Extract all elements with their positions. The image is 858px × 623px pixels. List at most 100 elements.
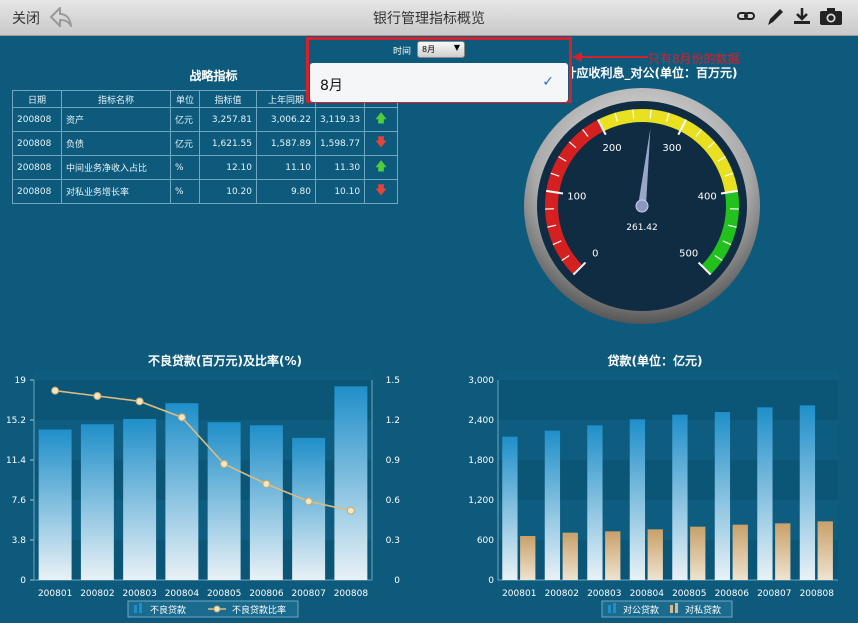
npl-chart: 0 3.8 7.6 11.4 15.2 19 0 0.3 0.6 0.9 1.2 1.5 200801 2… <box>6 370 401 618</box>
annotation-arrow-icon <box>572 52 648 62</box>
gauge-tick <box>550 172 560 177</box>
gauge-tick <box>665 112 670 122</box>
checkmark-icon: ✓ <box>542 74 554 90</box>
cell-value: 1,621.55 <box>199 131 257 156</box>
camera-icon[interactable] <box>819 6 843 26</box>
legend-label: 不良贷款 <box>150 604 186 616</box>
cell-last-year: 9.80 <box>256 179 316 204</box>
gauge-tick <box>558 156 567 162</box>
gauge-tick <box>717 156 726 162</box>
gauge-tick <box>547 224 557 228</box>
corp-loan-bar <box>714 412 731 580</box>
npl-bar <box>207 422 241 580</box>
gauge-tick <box>677 119 687 136</box>
cell-name: 中间业务净收入占比 <box>61 155 171 180</box>
download-icon[interactable] <box>792 6 812 26</box>
time-filter-dropdown: 时间 8月 ▼ 8月 ✓ <box>306 37 572 103</box>
npl-bar <box>334 386 368 580</box>
y-tick-label: 3,000 <box>468 376 494 386</box>
grid-band <box>498 370 838 380</box>
npl-ratio-point <box>220 460 229 468</box>
y-right-tick-label: 0.6 <box>386 496 401 506</box>
legend-label: 对公贷款 <box>623 604 659 616</box>
indicators-title: 战略指标 <box>189 69 238 83</box>
close-button[interactable]: 关闭 <box>12 11 40 27</box>
gauge-tick <box>720 189 738 195</box>
retail-loan-bar <box>817 521 833 580</box>
chevron-down-icon: ▼ <box>453 43 460 52</box>
cell-extra: 10.10 <box>314 179 366 204</box>
link-icon[interactable] <box>736 6 756 26</box>
cell-date: 200808 <box>12 131 62 156</box>
gauge-tick-label: 0 <box>592 249 598 260</box>
column-header: 单位 <box>170 90 200 108</box>
gauge-tick <box>649 109 652 119</box>
gauge-tick <box>597 119 607 136</box>
npl-ratio-line <box>55 389 352 512</box>
cell-name: 对私业务增长率 <box>61 179 171 204</box>
cell-last-year: 1,587.89 <box>256 131 316 156</box>
legend-box <box>601 600 733 618</box>
x-tick-label: 200807 <box>757 589 791 599</box>
y-left-tick-label: 15.2 <box>6 416 26 426</box>
option-august[interactable]: 8月 <box>320 78 343 94</box>
time-filter-select[interactable]: 8月 ▼ <box>417 41 465 58</box>
cell-unit: % <box>170 155 200 180</box>
gauge-tick <box>552 240 562 246</box>
cell-last-year: 11.10 <box>256 155 316 180</box>
x-tick-label: 200803 <box>122 589 156 599</box>
gauge-tick-label: 300 <box>662 143 681 154</box>
gauge-tick-label: 500 <box>679 249 698 260</box>
x-tick-label: 200808 <box>800 589 835 599</box>
gauge-band <box>545 119 604 275</box>
gauge-tick <box>727 224 737 228</box>
gauge-hub <box>635 199 649 213</box>
gauge-chart: 0 100 200 300 400 500 261.42 <box>524 88 760 324</box>
retail-loan-bar <box>647 529 663 580</box>
y-tick-label: 2,400 <box>468 416 494 426</box>
npl-ratio-point <box>304 497 313 506</box>
x-tick-label: 200806 <box>715 589 750 599</box>
cell-date: 200808 <box>12 179 62 204</box>
npl-ratio-point <box>51 386 60 395</box>
grid-band <box>34 370 372 380</box>
x-tick-label: 200802 <box>80 589 114 599</box>
x-tick-label: 200806 <box>249 589 284 599</box>
pencil-icon[interactable] <box>765 6 785 28</box>
legend-bar-swatch <box>139 603 142 613</box>
table-row: 200808 中间业务净收入占比 % 12.10 11.10 11.30 🡅 <box>12 155 399 180</box>
loan-chart-title: 贷款(单位：亿元) <box>607 354 703 368</box>
x-tick-label: 200804 <box>165 589 200 599</box>
gauge-tick <box>568 141 577 149</box>
gauge-band <box>701 190 739 275</box>
cell-unit: 亿元 <box>170 131 200 156</box>
back-arrow-icon[interactable] <box>48 5 74 29</box>
gauge-tick-label: 100 <box>567 192 586 203</box>
legend-bar-swatch <box>134 605 137 613</box>
legend-point-swatch <box>213 605 221 613</box>
npl-ratio-point <box>93 392 102 400</box>
y-tick-label: 1,200 <box>468 496 494 506</box>
legend-label: 不良贷款比率 <box>232 604 286 616</box>
y-tick-label: 1,800 <box>468 456 494 466</box>
trend-down-icon: 🡇 <box>364 131 399 156</box>
cell-date: 200808 <box>12 155 62 180</box>
gauge-tick <box>546 189 564 195</box>
gauge-tick-label: 200 <box>602 143 621 154</box>
retail-loan-bar <box>562 532 578 580</box>
y-tick-label: 600 <box>477 536 494 546</box>
gauge-needle <box>638 128 651 207</box>
y-left-tick-label: 3.8 <box>12 536 27 546</box>
gauge-tick <box>695 128 702 137</box>
gauge-tick <box>572 261 587 276</box>
annotation-text: 只有8月份的数据 <box>648 52 740 66</box>
retail-loan-bar <box>732 524 748 580</box>
cell-extra: 11.30 <box>314 155 366 180</box>
gauge-value: 261.42 <box>626 223 658 233</box>
y-right-tick-label: 1.5 <box>386 376 400 386</box>
npl-bar <box>249 425 283 580</box>
retail-loan-bar <box>520 536 536 580</box>
x-tick-label: 200803 <box>587 589 621 599</box>
npl-bar <box>80 424 114 580</box>
retail-loan-bar <box>775 523 791 580</box>
